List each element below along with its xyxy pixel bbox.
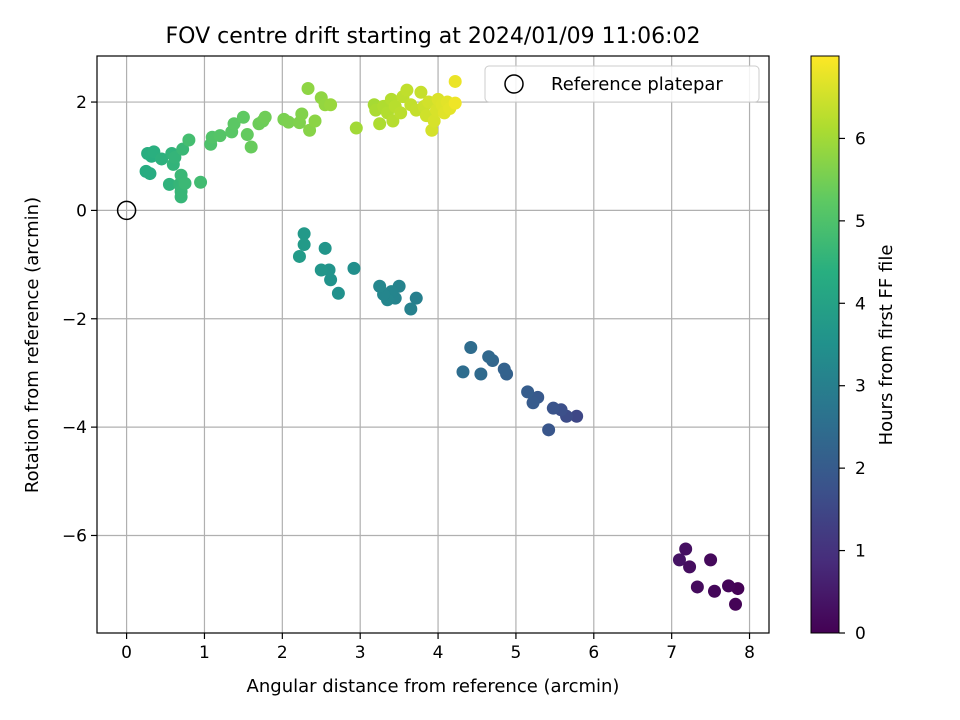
colorbar-tick-label: 0 — [855, 624, 866, 644]
x-tick-label: 0 — [121, 643, 132, 663]
data-point — [394, 106, 408, 120]
grid-lines — [97, 56, 769, 633]
colorbar-tick-label: 2 — [855, 459, 866, 479]
data-point — [400, 83, 414, 97]
data-point — [155, 152, 169, 166]
data-points — [139, 74, 745, 611]
x-tick-label: 7 — [666, 643, 677, 663]
data-point — [448, 74, 462, 88]
data-point — [182, 133, 196, 147]
data-point — [482, 350, 496, 364]
data-point — [258, 110, 272, 124]
colorbar-tick-label: 3 — [855, 377, 866, 397]
y-tick-label: 0 — [76, 201, 87, 221]
data-point — [297, 227, 311, 241]
data-point — [331, 286, 345, 300]
y-tick-label: −4 — [62, 418, 87, 438]
data-point — [178, 176, 192, 190]
data-point — [456, 365, 470, 379]
data-point — [236, 110, 250, 124]
legend-label: Reference platepar — [551, 74, 723, 95]
data-point — [297, 238, 311, 252]
x-tick-label: 1 — [199, 643, 210, 663]
data-point — [722, 579, 736, 593]
legend-marker-icon — [504, 74, 524, 94]
y-tick-label: −2 — [62, 310, 87, 330]
x-axis-label: Angular distance from reference (arcmin) — [247, 676, 620, 697]
data-point — [683, 560, 697, 574]
data-point — [324, 98, 338, 112]
colorbar-tick-label: 4 — [855, 294, 866, 314]
data-point — [404, 302, 418, 316]
x-tick-label: 2 — [277, 643, 288, 663]
data-point — [414, 85, 428, 99]
reference-point — [116, 200, 137, 221]
x-tick-label: 4 — [433, 643, 444, 663]
data-point — [679, 542, 693, 556]
x-tick-label: 8 — [744, 643, 755, 663]
data-point — [521, 385, 535, 399]
colorbar-tick-label: 5 — [855, 212, 866, 232]
data-point — [347, 261, 361, 275]
data-point — [464, 340, 478, 354]
data-point — [162, 177, 176, 191]
data-point — [546, 401, 560, 415]
data-point — [318, 241, 332, 255]
y-tick-label: −6 — [62, 526, 87, 546]
data-point — [373, 117, 387, 131]
data-point — [704, 553, 718, 567]
data-point — [168, 150, 182, 164]
data-point — [542, 423, 556, 437]
legend: Reference platepar — [484, 65, 760, 103]
colorbar-label: Hours from first FF file — [876, 245, 897, 446]
data-point — [244, 140, 258, 154]
colorbar: 0 1 2 3 4 5 6 Hours from first FF file — [810, 55, 897, 644]
data-point — [349, 121, 363, 135]
legend-box — [484, 65, 760, 103]
data-point — [672, 553, 686, 567]
y-axis-ticks: −6 −4 −2 0 2 — [62, 93, 97, 546]
data-point — [292, 249, 306, 263]
x-tick-label: 5 — [511, 643, 522, 663]
data-point — [373, 279, 387, 293]
data-point — [301, 82, 315, 96]
data-point — [282, 115, 296, 129]
data-point — [227, 117, 241, 131]
x-tick-label: 6 — [588, 643, 599, 663]
colorbar-tick-label: 1 — [855, 542, 866, 562]
colorbar-gradient — [810, 55, 840, 634]
data-point — [427, 114, 441, 128]
data-point — [176, 142, 190, 156]
data-point — [448, 96, 462, 110]
data-point — [497, 362, 511, 376]
data-point — [308, 114, 322, 128]
plot-frame — [96, 55, 770, 634]
data-point — [474, 367, 488, 381]
data-point — [213, 129, 227, 143]
x-tick-label: 3 — [355, 643, 366, 663]
data-point — [295, 107, 309, 121]
data-point — [314, 263, 328, 277]
y-axis-label: Rotation from reference (arcmin) — [22, 197, 43, 493]
colorbar-tick-label: 6 — [855, 129, 866, 149]
data-point — [707, 584, 721, 598]
y-tick-label: 2 — [76, 93, 87, 113]
data-point — [240, 128, 254, 142]
data-point — [690, 580, 704, 594]
data-point — [409, 291, 423, 305]
data-point — [386, 114, 400, 128]
data-point — [324, 273, 338, 287]
x-axis-ticks: 0 1 2 3 4 5 6 7 8 — [121, 633, 755, 663]
data-point — [729, 597, 743, 611]
colorbar-ticks: 0 1 2 3 4 5 6 — [839, 129, 866, 644]
chart-title: FOV centre drift starting at 2024/01/09 … — [166, 24, 701, 49]
data-point — [570, 409, 584, 423]
data-point — [143, 167, 157, 181]
data-point — [194, 175, 208, 189]
data-point — [526, 396, 540, 410]
